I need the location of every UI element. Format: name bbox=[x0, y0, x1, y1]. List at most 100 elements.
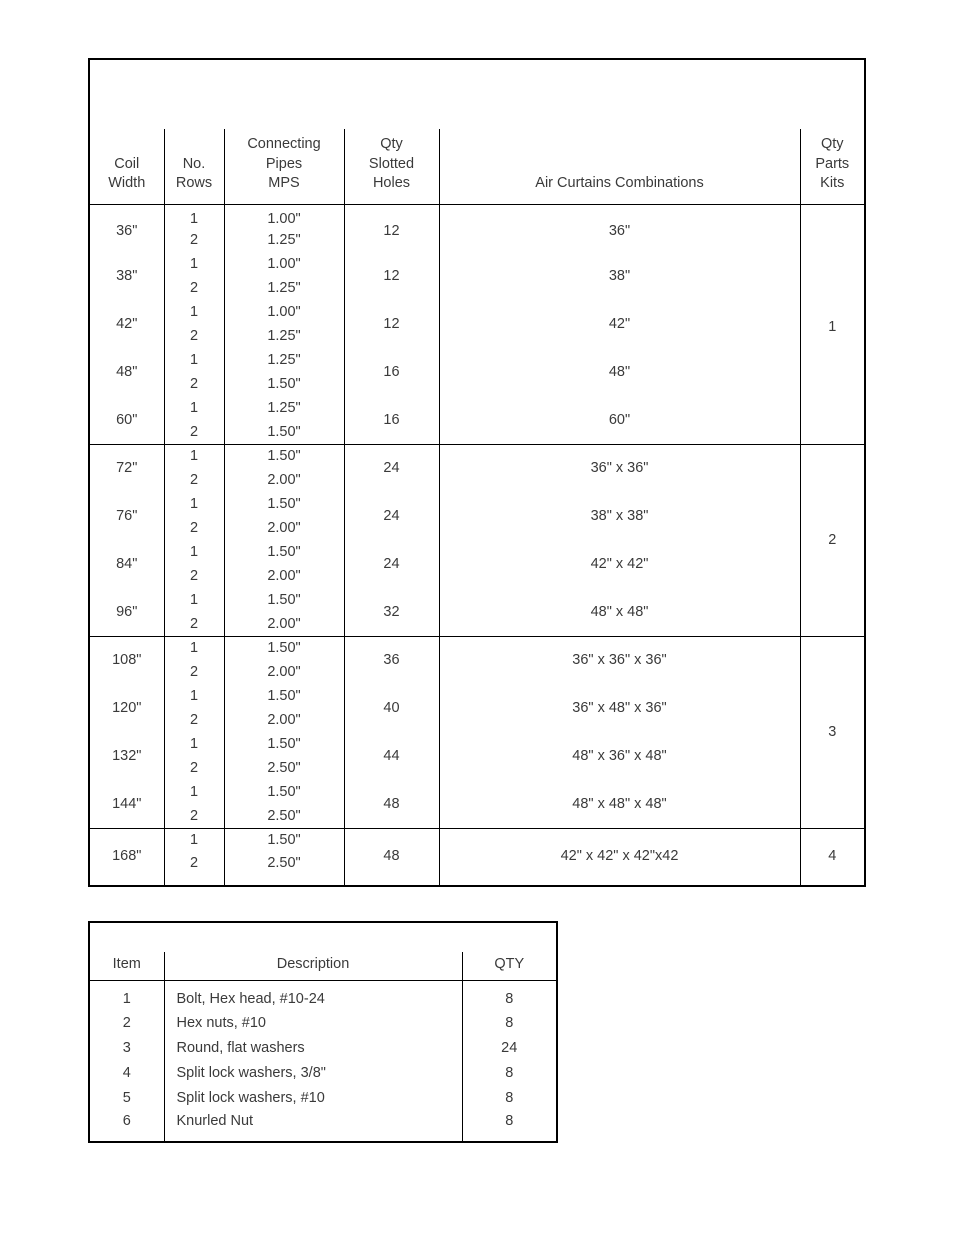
cell-combination: 42" x 42" bbox=[439, 540, 800, 588]
table-row: 72"11.50"2436" x 36"2 bbox=[89, 444, 865, 468]
cell-description: Hex nuts, #10 bbox=[164, 1010, 462, 1035]
cell-no-rows: 2 bbox=[164, 372, 224, 396]
coil-spec-table: CoilWidth No.Rows ConnectingPipesMPS Qty… bbox=[88, 58, 866, 887]
cell-coil-width: 36" bbox=[89, 204, 164, 252]
cell-pipe: 1.50" bbox=[224, 684, 344, 708]
cell-no-rows: 1 bbox=[164, 780, 224, 804]
cell-coil-width: 60" bbox=[89, 396, 164, 444]
cell-item: 1 bbox=[89, 980, 164, 1010]
cell-no-rows: 2 bbox=[164, 228, 224, 252]
col-header-kits: QtyPartsKits bbox=[800, 129, 865, 204]
table-row: 168"11.50"4842" x 42" x 42"x424 bbox=[89, 828, 865, 852]
cell-pipe: 2.00" bbox=[224, 468, 344, 492]
table-row: 144"11.50"4848" x 48" x 48" bbox=[89, 780, 865, 804]
cell-pipe: 1.00" bbox=[224, 300, 344, 324]
cell-holes: 44 bbox=[344, 732, 439, 780]
cell-holes: 12 bbox=[344, 300, 439, 348]
cell-qty: 24 bbox=[462, 1035, 557, 1060]
table-row: 48"11.25"1648" bbox=[89, 348, 865, 372]
cell-coil-width: 168" bbox=[89, 828, 164, 886]
cell-pipe: 2.00" bbox=[224, 564, 344, 588]
cell-no-rows: 1 bbox=[164, 492, 224, 516]
cell-holes: 24 bbox=[344, 444, 439, 492]
cell-no-rows: 1 bbox=[164, 252, 224, 276]
cell-description: Knurled Nut bbox=[164, 1110, 462, 1142]
table-row: 6Knurled Nut8 bbox=[89, 1110, 557, 1142]
cell-no-rows: 1 bbox=[164, 204, 224, 228]
cell-qty: 8 bbox=[462, 1085, 557, 1110]
cell-combination: 48" x 48" x 48" bbox=[439, 780, 800, 828]
cell-combination: 36" x 36" bbox=[439, 444, 800, 492]
cell-pipe: 1.50" bbox=[224, 828, 344, 852]
cell-kits: 3 bbox=[800, 636, 865, 828]
cell-qty: 8 bbox=[462, 980, 557, 1010]
cell-no-rows: 1 bbox=[164, 444, 224, 468]
cell-coil-width: 96" bbox=[89, 588, 164, 636]
cell-no-rows: 2 bbox=[164, 852, 224, 886]
cell-kits: 4 bbox=[800, 828, 865, 886]
table-row: 1Bolt, Hex head, #10-248 bbox=[89, 980, 557, 1010]
table-row: 132"11.50"4448" x 36" x 48" bbox=[89, 732, 865, 756]
cell-holes: 16 bbox=[344, 396, 439, 444]
cell-no-rows: 1 bbox=[164, 588, 224, 612]
col-header-qty: QTY bbox=[462, 952, 557, 981]
cell-pipe: 1.00" bbox=[224, 204, 344, 228]
cell-no-rows: 2 bbox=[164, 612, 224, 636]
col-header-coil-width: CoilWidth bbox=[89, 129, 164, 204]
cell-pipe: 2.50" bbox=[224, 804, 344, 828]
cell-description: Split lock washers, #10 bbox=[164, 1085, 462, 1110]
cell-coil-width: 132" bbox=[89, 732, 164, 780]
cell-no-rows: 2 bbox=[164, 516, 224, 540]
cell-no-rows: 1 bbox=[164, 684, 224, 708]
cell-no-rows: 1 bbox=[164, 828, 224, 852]
cell-pipe: 2.00" bbox=[224, 516, 344, 540]
col-header-combinations: Air Curtains Combinations bbox=[439, 129, 800, 204]
cell-holes: 36 bbox=[344, 636, 439, 684]
table-row: 36"11.00"1236"1 bbox=[89, 204, 865, 228]
cell-item: 2 bbox=[89, 1010, 164, 1035]
cell-no-rows: 1 bbox=[164, 348, 224, 372]
cell-coil-width: 76" bbox=[89, 492, 164, 540]
cell-pipe: 1.50" bbox=[224, 732, 344, 756]
cell-combination: 36" bbox=[439, 204, 800, 252]
cell-coil-width: 84" bbox=[89, 540, 164, 588]
cell-description: Bolt, Hex head, #10-24 bbox=[164, 980, 462, 1010]
cell-pipe: 2.50" bbox=[224, 756, 344, 780]
col-header-item: Item bbox=[89, 952, 164, 981]
cell-pipe: 1.50" bbox=[224, 780, 344, 804]
cell-pipe: 1.25" bbox=[224, 324, 344, 348]
cell-pipe: 1.50" bbox=[224, 444, 344, 468]
cell-no-rows: 2 bbox=[164, 660, 224, 684]
col-header-description: Description bbox=[164, 952, 462, 981]
cell-pipe: 1.00" bbox=[224, 252, 344, 276]
cell-coil-width: 144" bbox=[89, 780, 164, 828]
cell-pipe: 1.50" bbox=[224, 588, 344, 612]
cell-qty: 8 bbox=[462, 1110, 557, 1142]
cell-item: 6 bbox=[89, 1110, 164, 1142]
page: CoilWidth No.Rows ConnectingPipesMPS Qty… bbox=[0, 0, 954, 1183]
cell-holes: 24 bbox=[344, 492, 439, 540]
cell-kits: 2 bbox=[800, 444, 865, 636]
cell-no-rows: 2 bbox=[164, 804, 224, 828]
cell-pipe: 2.50" bbox=[224, 852, 344, 886]
cell-holes: 12 bbox=[344, 252, 439, 300]
cell-coil-width: 120" bbox=[89, 684, 164, 732]
cell-pipe: 1.50" bbox=[224, 492, 344, 516]
cell-item: 5 bbox=[89, 1085, 164, 1110]
cell-pipe: 1.25" bbox=[224, 348, 344, 372]
col-header-pipes: ConnectingPipesMPS bbox=[224, 129, 344, 204]
table-row: 96"11.50"3248" x 48" bbox=[89, 588, 865, 612]
cell-holes: 32 bbox=[344, 588, 439, 636]
table-row: 42"11.00"1242" bbox=[89, 300, 865, 324]
cell-no-rows: 1 bbox=[164, 636, 224, 660]
cell-kits: 1 bbox=[800, 204, 865, 444]
cell-description: Round, flat washers bbox=[164, 1035, 462, 1060]
cell-no-rows: 2 bbox=[164, 756, 224, 780]
cell-no-rows: 2 bbox=[164, 708, 224, 732]
cell-pipe: 1.50" bbox=[224, 540, 344, 564]
cell-holes: 16 bbox=[344, 348, 439, 396]
cell-holes: 48 bbox=[344, 828, 439, 886]
cell-pipe: 2.00" bbox=[224, 708, 344, 732]
cell-pipe: 2.00" bbox=[224, 660, 344, 684]
cell-pipe: 1.25" bbox=[224, 276, 344, 300]
